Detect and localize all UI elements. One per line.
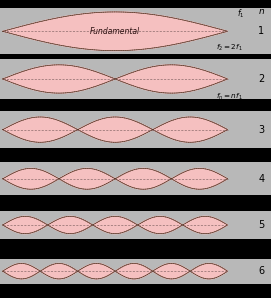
Polygon shape <box>78 117 153 142</box>
Polygon shape <box>171 168 228 189</box>
Polygon shape <box>78 263 115 279</box>
Text: 2: 2 <box>258 74 265 84</box>
Polygon shape <box>153 263 190 279</box>
Text: 4: 4 <box>259 174 264 184</box>
Text: 6: 6 <box>259 266 264 276</box>
Polygon shape <box>3 216 48 234</box>
Text: Fundamental: Fundamental <box>90 27 140 36</box>
Polygon shape <box>3 65 115 93</box>
Bar <box>0 162 271 195</box>
Polygon shape <box>3 263 40 279</box>
Polygon shape <box>115 168 171 189</box>
Polygon shape <box>40 263 78 279</box>
Polygon shape <box>93 216 138 234</box>
Text: 1: 1 <box>259 26 264 36</box>
Polygon shape <box>190 263 228 279</box>
Text: $f_n=nf_1$: $f_n=nf_1$ <box>216 92 242 102</box>
Text: $n$: $n$ <box>258 7 265 16</box>
Polygon shape <box>115 263 153 279</box>
Text: 3: 3 <box>259 125 264 135</box>
Text: $f_1$: $f_1$ <box>237 7 245 20</box>
Polygon shape <box>3 12 228 51</box>
Polygon shape <box>115 65 228 93</box>
Polygon shape <box>138 216 183 234</box>
Polygon shape <box>183 216 228 234</box>
Polygon shape <box>59 168 115 189</box>
Bar <box>0 211 271 239</box>
Polygon shape <box>3 117 78 142</box>
Bar <box>0 111 271 148</box>
Bar <box>0 59 271 99</box>
Bar <box>0 258 271 284</box>
Bar <box>0 8 271 54</box>
Polygon shape <box>48 216 93 234</box>
Text: 5: 5 <box>258 220 265 230</box>
Polygon shape <box>3 168 59 189</box>
Text: $f_2=2f_1$: $f_2=2f_1$ <box>216 43 242 53</box>
Polygon shape <box>153 117 228 142</box>
